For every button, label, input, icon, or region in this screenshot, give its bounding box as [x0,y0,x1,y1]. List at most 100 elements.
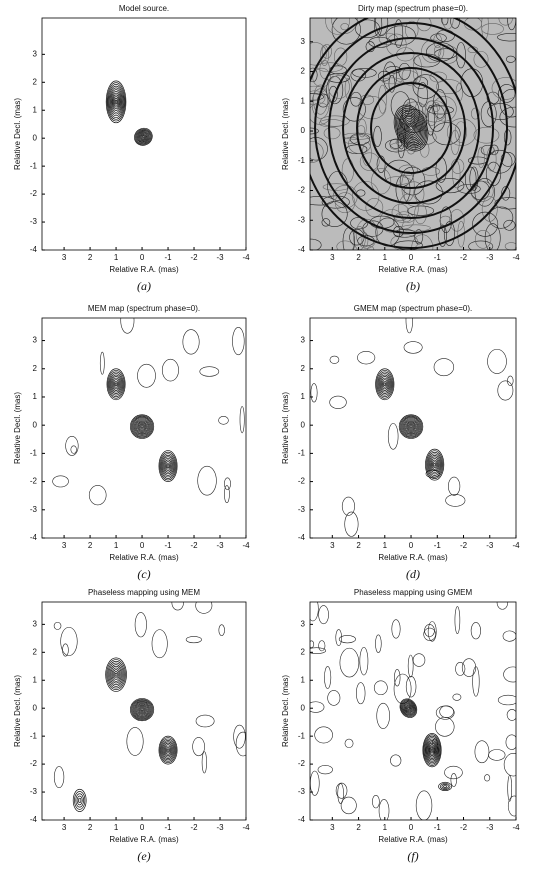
y-tick-label: 3 [301,37,306,46]
y-tick-label: -4 [298,533,306,542]
noise-contour [499,106,516,128]
noise-contour [473,126,500,144]
noise-contour [506,709,516,721]
x-tick-label: -4 [242,541,250,550]
noise-contour [398,62,411,80]
contour-ring [140,425,144,428]
noise-contour [314,726,333,744]
y-tick-label: -2 [30,477,38,486]
contour-ring [393,104,429,152]
contour-ring [113,670,119,679]
y-axis-label: Relative Decl. (mas) [13,675,22,747]
noise-contour [321,201,348,227]
y-tick-label: -1 [298,731,306,740]
contour-ring [136,130,150,144]
noise-contour [321,195,350,209]
y-tick-label: -3 [30,787,38,796]
noise-contour [426,105,436,136]
noise-contour [365,198,384,218]
noise-contour [201,751,207,774]
contour-ring [402,701,415,716]
panel-title: Model source. [119,4,169,13]
contour-ring [78,797,82,804]
noise-contour [427,621,437,642]
contour-ring [398,414,424,439]
y-tick-label: -1 [30,731,38,740]
contour-ring [165,462,171,470]
contour-ring [382,380,387,388]
y-tick-label: -4 [30,245,38,254]
caption: (a) [137,279,151,293]
y-tick-label: -2 [298,477,306,486]
x-tick-label: 1 [114,541,119,550]
noise-contour [485,161,502,187]
noise-contour [373,680,388,696]
contour-ring [406,705,411,711]
contour-ring [381,379,388,390]
noise-contour [461,658,477,677]
x-tick-label: 1 [383,253,388,262]
noise-contour [60,626,78,656]
contour-ring [134,419,150,434]
contour-ring [164,459,173,473]
contour-ring [402,116,420,140]
contour-ring [135,420,149,433]
y-tick-label: 1 [301,675,306,684]
contour-ring [400,699,417,717]
noise-contour [376,155,386,173]
contour-ring [107,369,125,399]
noise-contour [233,724,246,749]
contour-ring [109,89,123,115]
noise-contour [310,141,324,163]
x-tick-label: -2 [460,253,468,262]
contour-ring [408,424,414,429]
noise-contour [134,612,147,638]
noise-contour [432,122,461,146]
noise-contour [439,705,454,718]
y-tick-label: -4 [298,815,306,824]
contour-ring [158,450,178,482]
noise-contour [359,152,380,171]
plot-frame [309,17,517,251]
ring [370,82,453,175]
contour-ring [133,701,151,718]
noise-contour [310,93,325,101]
noise-contour [507,375,514,387]
noise-contour [182,329,200,355]
contour-ring [399,112,423,144]
contour-ring [111,376,121,393]
caption: (d) [406,567,420,581]
contour-ring [131,699,153,720]
noise-contour [336,240,354,250]
noise-contour [387,423,399,450]
contour-ring [130,698,155,722]
contour-ring [399,698,418,718]
y-tick-label: -3 [298,215,306,224]
noise-contour [53,766,65,789]
contour-ring [401,417,421,436]
noise-contour [239,406,245,434]
noise-contour [433,45,442,57]
contour-ring [379,376,390,393]
contour-ring [404,704,413,713]
contour-ring [166,748,170,752]
noise-contour [484,223,501,250]
contour-ring [407,423,415,430]
contour-ring [431,459,438,470]
x-tick-label: 3 [330,541,335,550]
noise-contour [218,416,229,425]
y-tick-label: -2 [30,759,38,768]
contour-ring [112,94,120,110]
noise-contour [224,477,231,490]
x-tick-label: 3 [62,253,67,262]
x-tick-label: -1 [434,823,442,832]
noise-contour [331,18,361,45]
contour-ring [405,705,412,712]
contour-ring [138,132,149,142]
y-tick-label: 1 [33,392,38,401]
noise-contour [412,653,426,667]
contour-ring [395,106,428,150]
contours [310,18,516,250]
contour-ring [106,368,126,401]
noise-contour [421,39,445,64]
